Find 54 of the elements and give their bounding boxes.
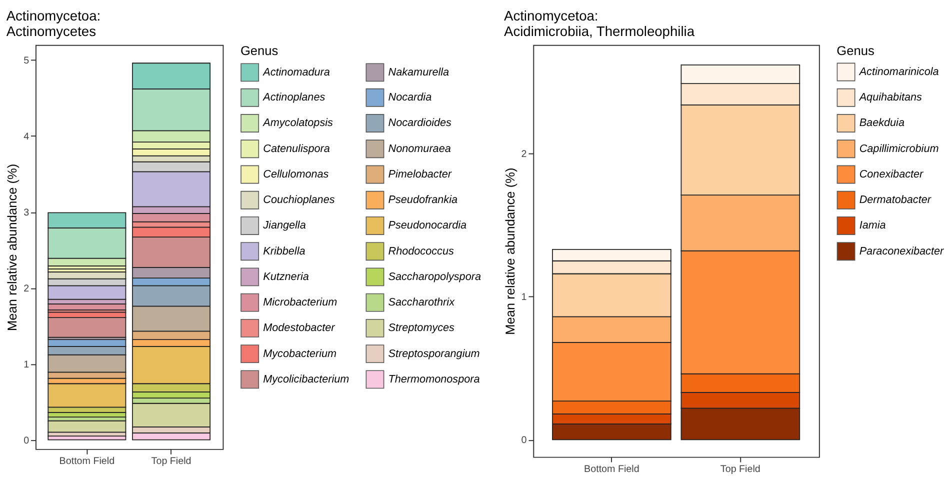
legend-label: Actinoplanes — [262, 92, 326, 104]
y-axis-title: Mean relative abundance (%) — [502, 168, 518, 335]
legend-label: Iamia — [859, 220, 886, 232]
bar — [48, 420, 126, 433]
legend-label: Microbacterium — [263, 296, 338, 309]
legend-label: Cellulomonas — [263, 168, 330, 180]
legend-label: Mycolicibacterium — [263, 373, 350, 386]
legend-label: Saccharopolyspora — [388, 270, 481, 283]
legend-label: Catenulispora — [263, 142, 330, 155]
y-tick-label: 1 — [521, 292, 527, 304]
y-tick-label: 2 — [24, 283, 30, 294]
legend-label: Rhodococcus — [388, 245, 454, 258]
x-tick-label: Top Field — [720, 464, 760, 476]
legend-label: Streptosporangium — [388, 348, 480, 360]
legend-title: Genus — [240, 42, 278, 58]
y-axis-title: Mean relative abundance (%) — [4, 164, 20, 331]
legend-label: Nonomuraea — [388, 142, 451, 155]
y-tick-label: 3 — [24, 207, 30, 218]
x-tick-label: Bottom Field — [59, 456, 115, 468]
legend-label: Kribbella — [263, 245, 306, 258]
legend-label: Dermatobacter — [859, 194, 932, 206]
legend-label: Pseudofrankia — [388, 194, 458, 206]
legend-label: Mycobacterium — [263, 348, 337, 360]
legend-label: Actinomadura — [262, 66, 330, 78]
y-tick-label: 2 — [521, 149, 527, 160]
y-tick-label: 0 — [24, 435, 30, 446]
y-tick-label: 1 — [24, 359, 30, 370]
y-tick-label: 4 — [24, 131, 30, 142]
legend-label: Kutzneria — [263, 270, 309, 283]
legend-label: Thermomonospora — [388, 373, 480, 386]
legend-label: Pseudonocardia — [388, 220, 467, 232]
legend-title: Genus — [836, 42, 874, 58]
legend-label: Capillimicrobium — [859, 142, 939, 155]
legend-label: Actinomarinicola — [858, 66, 939, 78]
legend-label: Saccharothrix — [388, 296, 456, 309]
legend-label: Couchioplanes — [263, 194, 336, 206]
legend-label: Paraconexibacter — [859, 245, 944, 258]
legend-label: Pimelobacter — [388, 168, 452, 180]
chart-title: Actinomycetoa: Acidimicrobiia, Thermoleophilia — [504, 8, 695, 40]
y-tick-label: 5 — [24, 56, 30, 67]
legend-label: Baekduia — [859, 117, 904, 130]
legend-label: Aquihabitans — [858, 92, 923, 104]
legend-label: Nocardioides — [388, 117, 452, 130]
legend-label: Conexibacter — [859, 168, 924, 180]
legend-label: Nocardia — [388, 92, 432, 104]
legend-label: Streptomyces — [388, 322, 456, 334]
x-tick-label: Top Field — [151, 456, 192, 468]
legend-label: Modestobacter — [263, 322, 336, 334]
x-tick-label: Bottom Field — [584, 464, 640, 476]
chart-title: Actinomycetoa: Actinomycetes — [6, 8, 101, 40]
y-tick-label: 0 — [521, 435, 528, 446]
legend-label: Nakamurella — [388, 66, 450, 78]
legend-label: Jiangella — [262, 220, 306, 232]
legend-label: Amycolatopsis — [262, 117, 334, 130]
